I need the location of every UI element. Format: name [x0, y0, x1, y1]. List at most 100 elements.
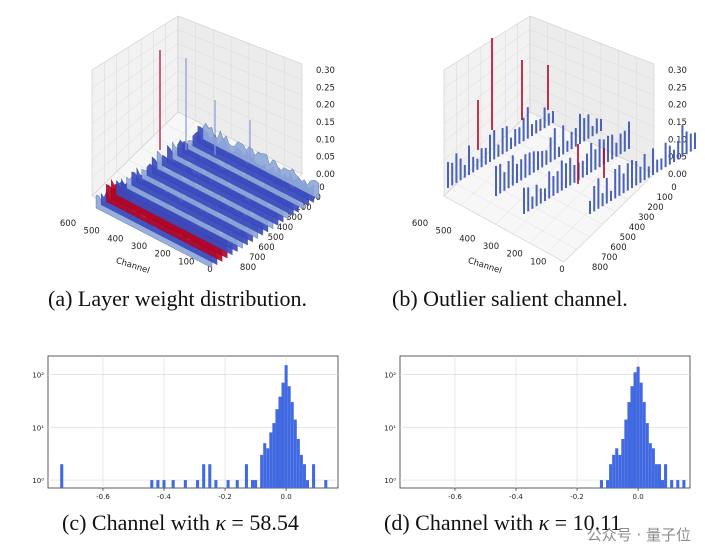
bar-b-grid [517, 123, 642, 187]
hist-c-bar-29 [302, 464, 306, 488]
hist-d-bar-3 [612, 454, 616, 488]
caption-c-kappa: κ [215, 510, 226, 535]
hist-d-bar-23 [682, 480, 686, 488]
bar-b-ztick-label: 0.30 [668, 66, 687, 76]
hist-c-bar-5 [183, 480, 187, 488]
caption-b: (b) Outlier salient channel. [392, 286, 628, 311]
surf-a-zgrid [91, 29, 303, 89]
surf-a-ytick-label: 0 [319, 183, 324, 193]
panel-d: -0.6 -0.4 -0.2 0.0 10² 10¹ 10⁰ [352, 350, 704, 510]
hist-d-bar-2 [609, 464, 613, 488]
bar-b-xtick-label: 400 [459, 234, 475, 244]
surf-a-ytick-label: 800 [240, 263, 256, 273]
hist-c-bar-8 [208, 464, 212, 488]
hist-c-bar-9 [214, 480, 218, 488]
hist-d-xtick-label: -0.4 [509, 493, 523, 501]
hist-c-xtick-label: 0.0 [281, 493, 292, 501]
caption-d-prefix: (d) Channel with [384, 510, 539, 535]
bar-b-ytick-label: 300 [638, 213, 654, 223]
chart-a-svg: 0.000.050.100.150.200.250.30600500400300… [60, 15, 335, 276]
hist-c-ytick-label: 10² [32, 371, 44, 379]
bar-b-xtick-label: 600 [412, 219, 428, 229]
hist-c-bar-22 [281, 382, 285, 488]
hist-d-xtick-label: -0.2 [570, 493, 584, 501]
caption-c-value: = 58.54 [225, 510, 299, 535]
bar-b-xtick-label: 500 [436, 227, 452, 237]
hist-c-bar-15 [260, 454, 264, 488]
surf-a-ytick-label: 500 [268, 233, 284, 243]
surf-a-xlabel: Channel [114, 256, 150, 276]
surf-a-ztick-label: 0.00 [316, 170, 335, 180]
hist-c-xtick-label: -0.4 [157, 493, 171, 501]
hist-d-bar-17 [654, 464, 658, 488]
hist-d-bar-9 [630, 386, 634, 488]
hist-c-bar-3 [162, 480, 166, 488]
caption-d-kappa: κ [538, 510, 550, 535]
watermark: 公众号 · 量子位 [586, 526, 691, 544]
caption-c: (c) Channel with κ = 58.54 [62, 510, 299, 536]
bar-b-zgrid [443, 56, 655, 125]
hist-c-bar-18 [269, 432, 273, 488]
hist-c-bar-23 [284, 365, 288, 488]
surf-a-xtick-label: 200 [155, 250, 171, 260]
panel-b: 0.000.050.100.150.200.250.30600500400300… [352, 0, 704, 285]
hist-d-ytick-label: 10⁰ [384, 477, 396, 485]
bar-b-ztick-label: 0.15 [668, 118, 687, 128]
bar-b-ztick-label: 0.25 [668, 83, 687, 93]
surf-a-ztick-label: 0.20 [316, 101, 335, 111]
hist-c-bar-4 [171, 480, 175, 488]
hist-c-bar-14 [254, 480, 258, 488]
bar-b-ytick-label: 0 [671, 183, 676, 193]
surf-a-zgrid [91, 56, 303, 125]
surf-a-ytick-label: 400 [277, 223, 293, 233]
caption-d-value: = 10.11 [549, 510, 622, 535]
hist-c-bar-0 [60, 464, 64, 488]
bar-b-grid [495, 138, 584, 225]
surf-a-ztick-label: 0.25 [316, 83, 335, 93]
hist-d-bar-19 [661, 480, 665, 488]
caption-a: (a) Layer weight distribution. [48, 286, 308, 311]
surf-a-xtick-label: 600 [60, 219, 76, 229]
hist-d-bar-11 [636, 366, 640, 488]
hist-d-bar-15 [648, 443, 652, 488]
bar-b-ztick-label: 0.20 [668, 101, 687, 111]
surf-a-xtick-label: 100 [178, 257, 194, 267]
hist-d-bar-5 [618, 454, 622, 488]
hist-d-xtick-label: 0.0 [633, 493, 644, 501]
hist-d-bar-21 [670, 480, 674, 488]
hist-d-xtick-label: -0.6 [448, 493, 462, 501]
hist-d-bar-22 [676, 480, 680, 488]
hist-d-bar-12 [639, 382, 643, 488]
bar-b-grid [546, 164, 637, 253]
hist-c-bar-21 [278, 396, 282, 488]
bar-b-ytick-label: 400 [629, 223, 645, 233]
bar-b-xtick-label: 200 [507, 250, 523, 260]
bar-b-xtick-label: 0 [559, 265, 564, 275]
surf-a-zgrid [91, 84, 303, 161]
hist-c-bar-1 [150, 480, 154, 488]
hist-d-bar-1 [606, 480, 610, 488]
surf-a-ytick-label: 700 [249, 253, 265, 263]
surf-a-xtick-label: 300 [131, 242, 147, 252]
bar-b-grid [456, 183, 577, 250]
panel-c: -0.6 -0.4 -0.2 0.0 10² 10¹ 10⁰ [0, 350, 352, 510]
hist-c-ytick-label: 10¹ [32, 424, 44, 432]
surf-a-ztick-label: 0.15 [316, 118, 335, 128]
hist-d-bar-4 [615, 448, 619, 488]
bar-b-ytick-label: 100 [657, 193, 673, 203]
surf-a-ytick-label: 600 [258, 243, 274, 253]
hist-c-xtick-label: -0.2 [218, 493, 232, 501]
bar-b-xtick-label: 100 [530, 257, 546, 267]
hist-d-bar-0 [599, 480, 603, 488]
surf-a-xtick-label: 500 [84, 227, 100, 237]
hist-c-bar-30 [305, 480, 309, 488]
hist-d-bar-8 [627, 402, 631, 488]
hist-d-bar-20 [664, 464, 668, 488]
bar-b-xtick-label: 300 [483, 242, 499, 252]
hist-c-bar-11 [235, 480, 239, 488]
hist-c-bar-24 [287, 386, 291, 488]
hist-c-ytick-label: 10⁰ [32, 477, 44, 485]
hist-c-bar-20 [275, 409, 279, 488]
chart-d-svg: -0.6 -0.4 -0.2 0.0 10² 10¹ 10⁰ [384, 355, 691, 501]
hist-d-bar-10 [633, 372, 637, 488]
